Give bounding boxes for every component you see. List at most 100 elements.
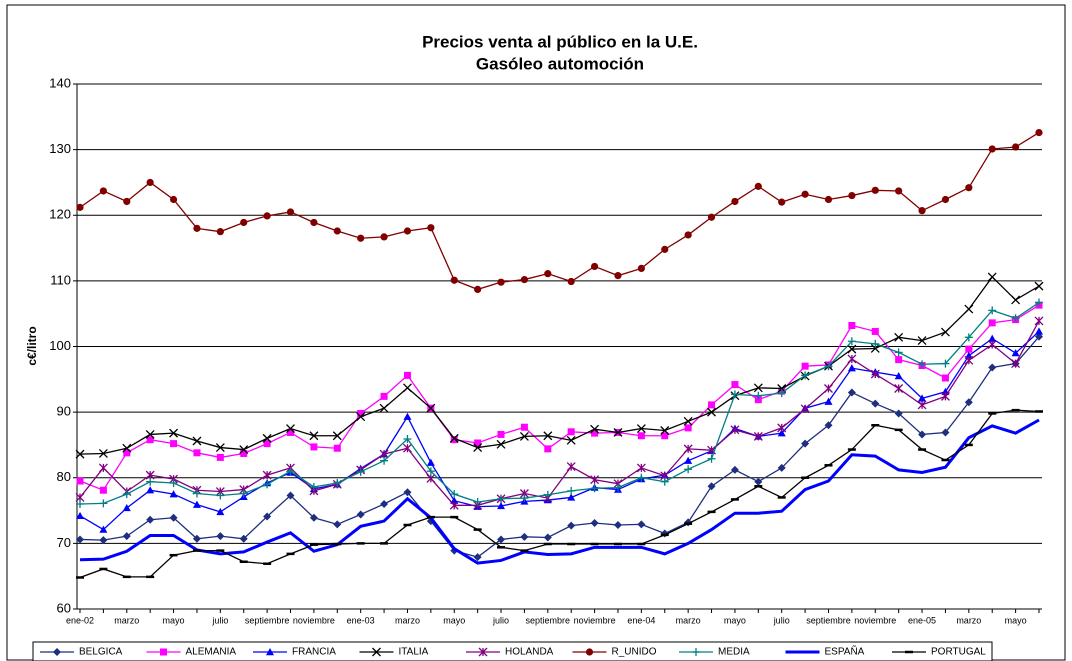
data-point	[286, 424, 295, 433]
data-point	[824, 421, 833, 430]
data-point	[941, 359, 950, 368]
x-tick-label: septiembre	[806, 615, 851, 625]
data-point	[847, 388, 856, 397]
data-point	[239, 534, 248, 543]
data-point	[263, 212, 271, 220]
data-point	[965, 345, 973, 353]
data-point	[426, 458, 435, 466]
data-point	[192, 500, 201, 508]
series-line	[79, 336, 1040, 558]
data-point	[754, 182, 762, 190]
data-point	[613, 428, 623, 437]
data-point	[567, 493, 576, 501]
data-point	[683, 444, 693, 454]
data-point	[988, 334, 997, 342]
data-point	[216, 453, 224, 461]
data-point	[684, 456, 693, 464]
data-point	[356, 467, 365, 476]
data-point	[169, 490, 178, 498]
data-point	[637, 264, 645, 273]
data-point	[427, 224, 435, 232]
data-point	[426, 467, 435, 476]
data-point	[497, 494, 506, 503]
data-point	[262, 470, 272, 480]
data-point	[403, 443, 412, 453]
data-point	[753, 431, 763, 441]
data-point	[894, 348, 903, 357]
data-point	[964, 355, 974, 365]
chart-subtitle: Gasóleo automoción	[476, 54, 644, 73]
data-point	[520, 423, 528, 431]
data-point	[520, 494, 529, 503]
y-tick-label: 130	[49, 141, 71, 156]
data-point	[730, 425, 740, 435]
data-point	[450, 490, 459, 499]
data-point	[403, 435, 412, 444]
data-point	[941, 428, 950, 437]
data-point	[964, 304, 974, 314]
series-line	[79, 304, 1040, 492]
data-point	[1011, 295, 1021, 305]
data-point	[567, 428, 575, 436]
data-point	[637, 432, 645, 440]
data-point	[450, 276, 458, 284]
data-point	[613, 521, 622, 529]
data-point	[216, 491, 225, 500]
data-point	[99, 525, 108, 533]
x-tick-label: septiembre	[245, 615, 290, 625]
y-tick-label: 100	[49, 338, 71, 353]
data-point	[403, 371, 411, 379]
data-point	[801, 439, 810, 448]
data-point	[777, 429, 786, 437]
data-point	[192, 534, 201, 543]
data-point	[332, 431, 342, 441]
data-point	[146, 486, 155, 494]
x-tick-label: ene-02	[66, 615, 94, 625]
data-point	[473, 553, 482, 562]
data-point	[987, 272, 997, 282]
x-tick-label: marzo	[395, 615, 420, 625]
data-point	[169, 479, 178, 487]
data-point	[965, 184, 973, 192]
chart-title: Precios venta al público en la U.E.	[422, 32, 698, 51]
data-point	[474, 285, 482, 294]
data-point	[567, 277, 575, 286]
data-point	[169, 195, 178, 204]
data-point	[380, 500, 389, 508]
data-point	[800, 404, 810, 414]
data-point	[263, 480, 272, 489]
data-point	[263, 440, 271, 448]
data-point	[754, 477, 763, 486]
data-point	[918, 394, 927, 402]
data-point	[683, 416, 693, 426]
legend-label: ALEMANIA	[186, 647, 237, 658]
legend-marker	[692, 648, 700, 656]
data-point	[871, 186, 879, 194]
data-point	[731, 381, 739, 389]
data-point	[590, 262, 599, 271]
data-point	[309, 513, 318, 522]
y-tick-label: 90	[57, 404, 71, 419]
data-point	[380, 456, 389, 465]
data-point	[847, 354, 857, 364]
data-point	[730, 390, 739, 399]
data-point	[567, 486, 576, 495]
data-point	[286, 467, 295, 476]
data-point	[777, 423, 787, 433]
legend-marker	[160, 648, 167, 656]
data-point	[403, 383, 412, 393]
data-point	[473, 443, 483, 453]
legend-label: R_UNIDO	[612, 647, 657, 658]
data-point	[1034, 316, 1044, 326]
x-tick-label: julio	[492, 615, 509, 625]
y-tick-label: 120	[49, 207, 71, 222]
x-tick-label: mayo	[443, 615, 465, 625]
data-point	[286, 491, 295, 500]
data-point	[894, 332, 904, 342]
data-point	[754, 391, 763, 400]
data-point	[450, 436, 458, 444]
x-tick-label: ene-05	[908, 615, 936, 625]
data-point	[240, 449, 248, 457]
data-point	[263, 512, 272, 521]
data-point	[661, 432, 669, 440]
